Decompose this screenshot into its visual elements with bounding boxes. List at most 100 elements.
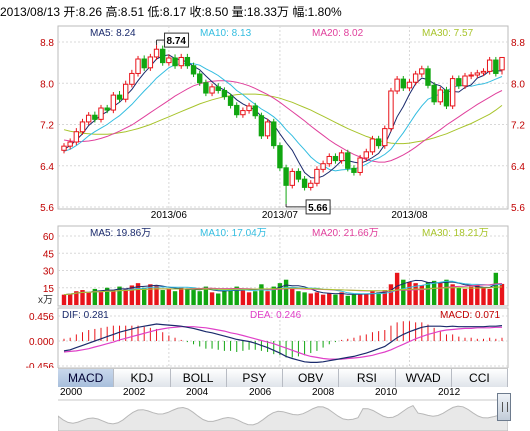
timeline-year: 2004 <box>186 387 209 398</box>
price-y-tick: 8.0 <box>40 79 54 90</box>
tab-cci[interactable]: CCI <box>451 369 508 387</box>
price-y-tick: 7.2 <box>40 121 54 132</box>
volume-bar <box>67 293 73 305</box>
candle-body <box>493 59 499 74</box>
price-panel[interactable] <box>57 25 509 210</box>
volume-bar <box>111 290 116 305</box>
price-y-axis-right: 8.8 8.0 7.2 6.4 5.6 <box>511 38 525 214</box>
vol-ma10-label: MA10: 17.04万 <box>200 228 267 239</box>
macd-panel[interactable] <box>57 307 509 368</box>
candle-body <box>160 48 166 64</box>
vol-ma30-line <box>63 286 503 296</box>
candle-body <box>289 170 295 186</box>
volume-bar <box>197 291 202 305</box>
candle-body <box>110 94 117 111</box>
candle-body <box>412 73 419 83</box>
vol-ma20-label: MA20: 21.66万 <box>312 228 379 239</box>
volume-bar <box>499 283 505 305</box>
volume-bar <box>74 291 79 305</box>
volume-bar <box>327 293 332 305</box>
candle-body <box>301 178 308 188</box>
volume-bar <box>216 293 221 305</box>
macd-y-tick: 0.000 <box>29 337 54 348</box>
tab-macd[interactable]: MACD <box>58 369 115 387</box>
candle-body <box>141 58 147 69</box>
price-x-axis: 2013/06 2013/07 2013/08 <box>151 210 428 221</box>
low-marker-label: 5.66 <box>308 203 328 214</box>
candle-body <box>197 73 203 84</box>
high-marker-label: 8.74 <box>167 36 187 47</box>
tab-boll[interactable]: BOLL <box>170 369 227 387</box>
quote-close: 收:8.50 <box>189 5 229 19</box>
tab-psy[interactable]: PSY <box>226 369 283 387</box>
tab-obv[interactable]: OBV <box>283 369 340 387</box>
volume-bar <box>450 284 455 305</box>
timeline-year: 2012 <box>438 387 461 398</box>
quote-low: 低:8.17 <box>147 5 187 19</box>
volume-bar <box>104 287 110 305</box>
candle-body <box>73 131 80 143</box>
price-y-tick-right: 6.4 <box>511 162 525 173</box>
volume-bar <box>308 293 313 305</box>
price-y-tick-right: 8.0 <box>511 79 525 90</box>
candle-body <box>79 121 86 133</box>
macd_dif-line <box>63 323 503 363</box>
volume-bar <box>401 279 406 305</box>
volume-bar <box>487 288 492 305</box>
tab-rsi[interactable]: RSI <box>339 369 396 387</box>
candle-body <box>61 145 67 151</box>
volume-bar <box>456 287 462 305</box>
volume-bar <box>141 287 147 305</box>
volume-bar <box>154 285 159 305</box>
candle-body <box>394 78 400 92</box>
volume-bar <box>283 279 289 305</box>
price-y-tick: 6.4 <box>40 162 54 173</box>
volume-bar <box>271 286 276 305</box>
candle-body <box>203 82 209 94</box>
volume-bar <box>345 295 350 305</box>
tab-wvad[interactable]: WVAD <box>395 369 452 387</box>
candle-body <box>271 121 277 147</box>
candle-body <box>92 114 98 120</box>
candle-body <box>363 151 369 159</box>
volume-bar <box>370 291 375 305</box>
candle-body <box>258 115 265 137</box>
stock-chart[interactable]: MA5: 8.24 MA10: 8.13 MA20: 8.02 MA30: 7.… <box>0 0 530 368</box>
history-timeline[interactable]: 2000 2002 2004 2006 2008 2010 2012 <box>58 386 508 431</box>
quote-high: 高:8.51 <box>105 5 145 19</box>
ma30-label: MA30: 7.57 <box>422 28 474 39</box>
timeline-year: 2008 <box>312 387 335 398</box>
volume-bar <box>364 293 369 305</box>
volume-bar <box>98 291 104 305</box>
candle-body <box>67 141 73 147</box>
volume-bar <box>333 294 338 305</box>
candle-body <box>209 86 215 94</box>
volume-bar <box>320 294 326 305</box>
dif-label: DIF: 0.281 <box>62 310 109 321</box>
volume-bar <box>259 284 264 305</box>
candle-body <box>419 68 425 75</box>
volume-bar <box>246 292 252 305</box>
candle-body <box>234 104 240 116</box>
candle-body <box>295 170 302 180</box>
volume-bar <box>376 292 381 305</box>
vol-ma30-label: MA30: 18.21万 <box>422 228 489 239</box>
volume-bar <box>296 291 301 305</box>
timeline-scroll-handle[interactable] <box>497 393 511 421</box>
volume-y-tick: 45 <box>43 249 55 260</box>
volume-bars <box>61 272 505 305</box>
vol-ma5-line <box>63 279 503 296</box>
candle-body <box>499 56 505 71</box>
candle-body <box>104 107 110 111</box>
low-marker: 5.66 <box>285 199 331 215</box>
candle-body <box>135 58 141 74</box>
ma10-line <box>63 62 503 172</box>
candle-body <box>264 121 271 137</box>
ma20-line <box>63 80 503 163</box>
volume-bar <box>493 272 499 305</box>
volume-bar <box>86 292 91 305</box>
timeline-year: 2000 <box>60 387 83 398</box>
candle-body <box>382 128 388 147</box>
candle-body <box>332 155 339 162</box>
tab-kdj[interactable]: KDJ <box>114 369 171 387</box>
